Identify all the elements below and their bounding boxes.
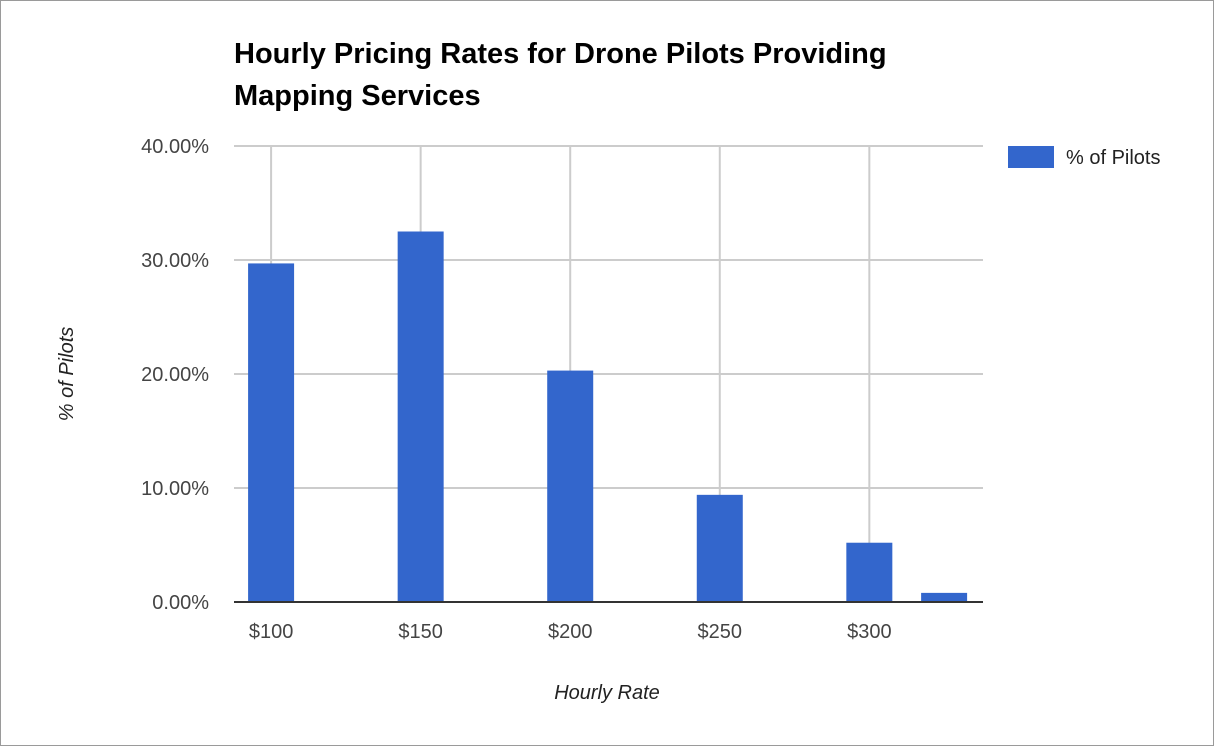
chart-title-line-2: Mapping Services (234, 80, 481, 112)
y-tick-label: 30.00% (141, 250, 209, 272)
x-tick-label: $200 (548, 621, 593, 643)
x-tick-label: $150 (398, 621, 443, 643)
y-tick-label: 10.00% (141, 478, 209, 500)
bar[interactable] (547, 370, 594, 602)
y-tick-label: 40.00% (141, 136, 209, 158)
bar[interactable] (846, 542, 893, 602)
x-tick-label: $300 (847, 621, 892, 643)
y-tick-label: 0.00% (152, 592, 209, 614)
x-axis-title: Hourly Rate (554, 682, 660, 704)
bar[interactable] (248, 263, 295, 602)
bar[interactable] (696, 494, 743, 602)
x-tick-label: $100 (249, 621, 294, 643)
bar[interactable] (397, 231, 444, 603)
y-axis-title: % of Pilots (56, 327, 78, 421)
chart-title-line-1: Hourly Pricing Rates for Drone Pilots Pr… (234, 38, 887, 70)
y-tick-label: 20.00% (141, 364, 209, 386)
legend-swatch (1008, 146, 1054, 168)
x-tick-label: $250 (698, 621, 743, 643)
bar[interactable] (921, 592, 968, 602)
legend-label[interactable]: % of Pilots (1066, 147, 1160, 169)
